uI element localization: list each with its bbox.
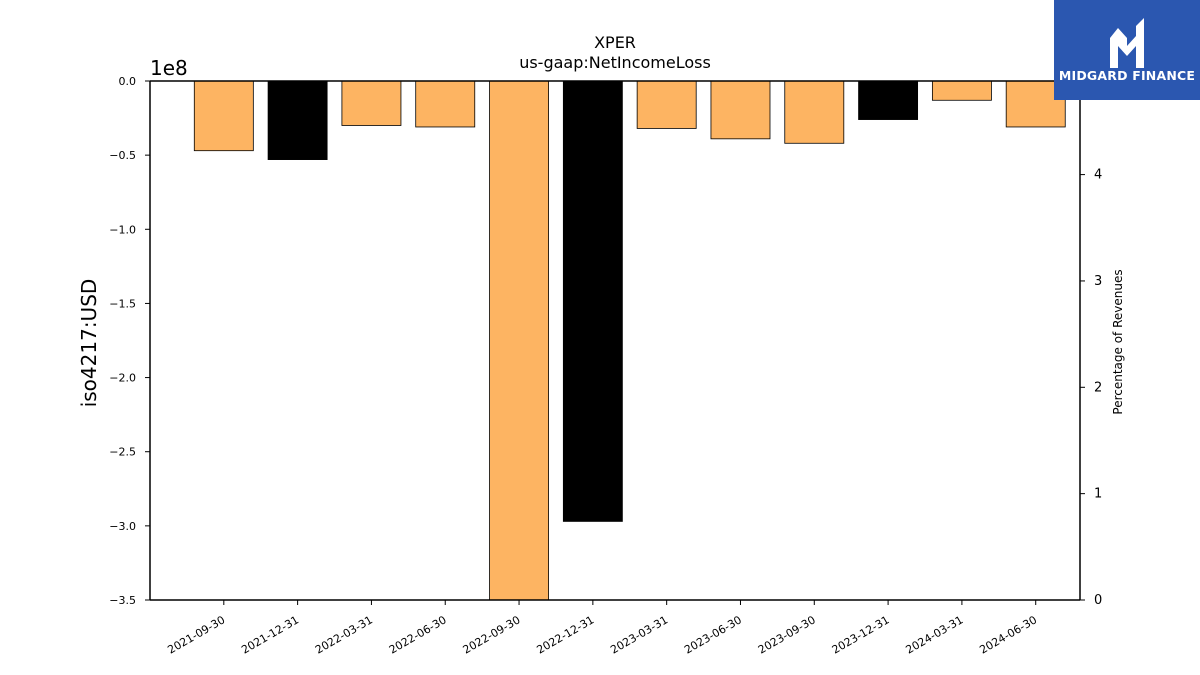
bar-2022-12-31	[562, 80, 623, 522]
brand-name: MIDGARD FINANCE	[1058, 68, 1196, 83]
y2-tick-label: 1	[1094, 487, 1102, 502]
x-tick-label: 2023-06-30	[682, 613, 744, 656]
y-offset-label: 1e8	[150, 56, 188, 80]
bar-2022-06-30	[415, 80, 476, 128]
bar-2022-03-31	[341, 80, 402, 126]
x-tick-label: 2023-09-30	[756, 613, 818, 656]
y2-axis-label: Percentage of Revenues	[1111, 269, 1125, 414]
x-tick-label: 2022-12-31	[534, 613, 596, 656]
x-tick-label: 2022-06-30	[387, 613, 449, 656]
y-tick-label: −2.5	[109, 446, 136, 459]
y2-tick-label: 4	[1094, 168, 1102, 183]
x-tick-label: 2024-03-31	[904, 613, 966, 656]
chart-subtitle: us-gaap:NetIncomeLoss	[519, 53, 711, 72]
bar-2023-12-31	[858, 80, 919, 120]
midgard-finance-logo: MIDGARD FINANCE	[1054, 0, 1200, 100]
y-tick-label: −1.0	[109, 223, 136, 236]
bar-2023-09-30	[784, 80, 845, 144]
y-tick-label: −2.0	[109, 372, 136, 385]
y2-tick-label: 3	[1094, 274, 1102, 289]
y-tick-label: 0.0	[119, 75, 137, 88]
bar-2023-03-31	[636, 80, 697, 129]
x-tick-label: 2022-03-31	[313, 613, 375, 656]
x-tick-label: 2024-06-30	[977, 613, 1039, 656]
y2-tick-label: 2	[1094, 380, 1102, 395]
bar-2024-03-31	[931, 80, 992, 101]
bar-2021-12-31	[267, 80, 328, 160]
y-tick-label: −0.5	[109, 149, 136, 162]
chart-title: XPER	[594, 33, 636, 52]
y2-tick-label: 0	[1094, 593, 1102, 608]
midgard-logo-icon	[1110, 18, 1144, 68]
bar-2022-09-30	[489, 80, 549, 601]
x-tick-label: 2021-09-30	[165, 613, 227, 656]
y-axis-label: iso4217:USD	[77, 279, 101, 408]
bar-2023-06-30	[710, 80, 771, 140]
bar-2021-09-30	[193, 80, 254, 152]
x-tick-label: 2021-12-31	[239, 613, 301, 656]
x-tick-label: 2023-12-31	[830, 613, 892, 656]
y-tick-label: −3.5	[109, 594, 136, 607]
x-tick-label: 2022-09-30	[461, 613, 523, 656]
x-tick-label: 2023-03-31	[608, 613, 670, 656]
y-tick-label: −1.5	[109, 297, 136, 310]
y-tick-label: −3.0	[109, 520, 136, 533]
